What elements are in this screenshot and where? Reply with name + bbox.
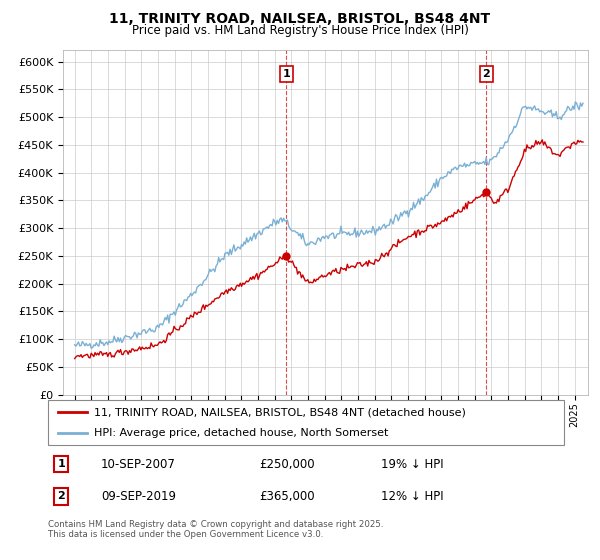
- Text: 2: 2: [58, 491, 65, 501]
- Text: 09-SEP-2019: 09-SEP-2019: [101, 490, 176, 503]
- Text: £250,000: £250,000: [259, 458, 315, 470]
- Text: 19% ↓ HPI: 19% ↓ HPI: [380, 458, 443, 470]
- Text: 2: 2: [482, 69, 490, 79]
- Text: 12% ↓ HPI: 12% ↓ HPI: [380, 490, 443, 503]
- Text: 10-SEP-2007: 10-SEP-2007: [101, 458, 176, 470]
- FancyBboxPatch shape: [48, 400, 564, 445]
- Text: HPI: Average price, detached house, North Somerset: HPI: Average price, detached house, Nort…: [94, 428, 389, 438]
- Text: Contains HM Land Registry data © Crown copyright and database right 2025.
This d: Contains HM Land Registry data © Crown c…: [48, 520, 383, 539]
- Text: Price paid vs. HM Land Registry's House Price Index (HPI): Price paid vs. HM Land Registry's House …: [131, 24, 469, 36]
- Text: 1: 1: [58, 459, 65, 469]
- Text: 11, TRINITY ROAD, NAILSEA, BRISTOL, BS48 4NT (detached house): 11, TRINITY ROAD, NAILSEA, BRISTOL, BS48…: [94, 408, 466, 418]
- Text: 11, TRINITY ROAD, NAILSEA, BRISTOL, BS48 4NT: 11, TRINITY ROAD, NAILSEA, BRISTOL, BS48…: [109, 12, 491, 26]
- Text: £365,000: £365,000: [259, 490, 315, 503]
- Text: 1: 1: [283, 69, 290, 79]
